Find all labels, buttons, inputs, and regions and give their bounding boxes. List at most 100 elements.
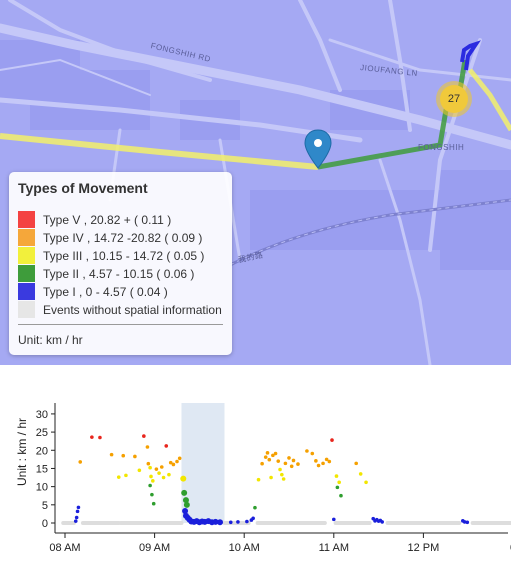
legend-divider [18, 324, 223, 325]
y-tick-label: 30 [36, 409, 48, 421]
data-point [168, 460, 173, 465]
data-point [339, 493, 343, 498]
legend-item-type-ii: Type II , 4.57 - 10.15 ( 0.06 ) [18, 265, 194, 282]
data-point [316, 463, 321, 468]
data-point [182, 497, 189, 504]
data-point [90, 435, 94, 439]
data-point [159, 465, 164, 469]
data-point [124, 473, 128, 478]
x-tick-label: 10 AM [229, 542, 260, 554]
x-tick-label: 12 PM [408, 542, 440, 554]
data-point [183, 501, 190, 508]
data-point [269, 475, 273, 480]
data-point [280, 472, 284, 477]
data-point [380, 520, 384, 524]
y-tick-label: 15 [36, 463, 48, 475]
map-base [0, 0, 511, 365]
y-tick-label: 5 [42, 500, 48, 512]
data-point [98, 435, 102, 440]
data-point [154, 467, 159, 471]
data-point [462, 520, 467, 524]
data-point [157, 471, 161, 475]
y-tick-label: 0 [42, 518, 48, 530]
data-point [260, 461, 264, 466]
data-point [256, 477, 261, 482]
data-point [116, 475, 121, 479]
data-point [76, 505, 81, 510]
data-point [287, 456, 291, 460]
data-point [150, 492, 154, 497]
y-tick-label: 20 [36, 445, 48, 457]
data-point [217, 519, 224, 526]
data-point [321, 461, 325, 466]
data-point [283, 461, 288, 466]
legend-item-type-iii: Type III , 10.15 - 14.72 ( 0.05 ) [18, 247, 204, 264]
data-point [278, 467, 282, 472]
location-marker-icon[interactable] [304, 129, 332, 169]
data-point [167, 472, 171, 477]
data-point [276, 459, 281, 463]
data-point [330, 438, 334, 442]
x-tick-label: 0 [510, 542, 511, 554]
legend-item-no-spatial: Events without spatial information [18, 301, 222, 318]
data-point [310, 451, 315, 456]
data-point [251, 516, 255, 521]
data-point [182, 508, 189, 514]
data-point [175, 459, 179, 464]
data-point [151, 501, 156, 506]
legend-label: Type III , 10.15 - 14.72 ( 0.05 ) [43, 248, 205, 263]
legend-label: Events without spatial information [43, 302, 222, 317]
data-point [137, 468, 142, 473]
legend-swatch [18, 229, 35, 246]
data-point [228, 520, 233, 525]
legend-unit: Unit: km / hr [18, 333, 83, 347]
data-point [265, 451, 270, 455]
data-point [253, 505, 257, 510]
data-point [78, 460, 83, 464]
data-point [314, 459, 318, 463]
data-point [271, 453, 275, 458]
data-point [273, 451, 278, 456]
chart-svg: 0 5 10 15 20 25 30 08 AM 09 AM 10 AM 11 AM 12 PM 0 [36, 403, 511, 554]
data-point [465, 520, 470, 525]
legend-label: Type V , 20.82 + ( 0.11 ) [43, 212, 172, 227]
data-point [181, 489, 188, 496]
speed-timeline-chart[interactable]: 0 5 10 15 20 25 30 08 AM 09 AM 10 AM 11 AM 12 PM 0 U… [0, 365, 511, 576]
movement-legend: Types of Movement Type V , 20.82 + ( 0.1… [9, 172, 232, 355]
legend-swatch [18, 211, 35, 228]
data-point [74, 515, 79, 520]
legend-item-type-v: Type V , 20.82 + ( 0.11 ) [18, 211, 171, 228]
marker-cluster[interactable]: 27 [436, 81, 472, 117]
x-tick-label: 09 AM [139, 542, 170, 554]
legend-swatch [18, 301, 35, 318]
y-axis-label: Unit : km / hr [15, 418, 29, 487]
data-point [146, 461, 151, 466]
data-point [245, 519, 249, 524]
legend-label: Type I , 0 - 4.57 ( 0.04 ) [43, 284, 168, 299]
legend-swatch [18, 283, 35, 300]
data-point [364, 480, 368, 485]
data-point [73, 519, 78, 523]
data-point [161, 475, 166, 480]
data-point [212, 518, 219, 525]
data-point [148, 483, 152, 488]
data-point [281, 477, 286, 481]
cluster-count: 27 [440, 85, 468, 113]
data-point [327, 459, 332, 464]
legend-swatch [18, 265, 35, 282]
data-point [324, 457, 329, 462]
data-point [145, 445, 150, 449]
legend-label: Type II , 4.57 - 10.15 ( 0.06 ) [43, 266, 195, 281]
data-point [354, 461, 359, 466]
data-point [177, 456, 182, 461]
data-point [263, 455, 268, 459]
data-point [334, 474, 339, 478]
data-point [142, 434, 146, 438]
legend-item-type-iv: Type IV , 14.72 -20.82 ( 0.09 ) [18, 229, 202, 246]
x-tick-label: 08 AM [49, 542, 80, 554]
map-view[interactable]: FONGSHIH RD JIOUFANG LN FONGSHIH 我的路 27 … [0, 0, 511, 365]
data-point [171, 462, 176, 467]
data-point [267, 457, 272, 462]
data-point [164, 444, 169, 448]
data-point [121, 453, 126, 458]
